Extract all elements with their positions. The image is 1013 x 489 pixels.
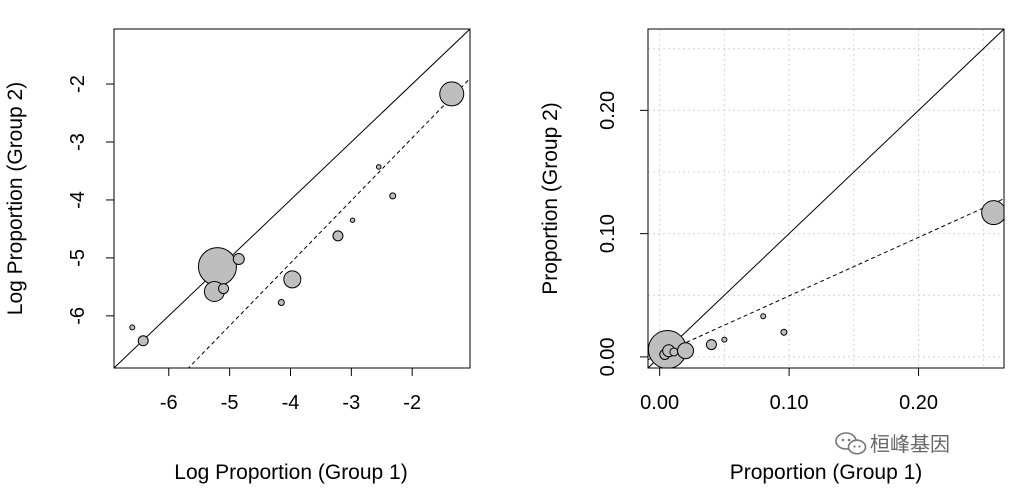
data-point — [375, 164, 382, 170]
data-point — [721, 336, 728, 343]
y-tick-label: -5 — [67, 249, 89, 267]
data-point — [760, 313, 767, 320]
y-tick-label: -6 — [67, 307, 89, 325]
data-point — [981, 200, 1004, 226]
data-point — [232, 253, 245, 266]
points-layer — [648, 200, 1004, 368]
x-tick-label: 0.10 — [770, 392, 809, 414]
y-tick-label: 0.00 — [597, 337, 619, 376]
reference-lines — [648, 29, 1004, 368]
identity-line — [648, 29, 1004, 368]
x-tick-label: -4 — [282, 392, 300, 414]
points-layer — [129, 81, 465, 347]
x-tick-label: 0.20 — [899, 392, 938, 414]
data-point — [439, 81, 465, 107]
x-axis-label: Log Proportion (Group 1) — [174, 461, 407, 484]
x-tick-label: -3 — [342, 392, 360, 414]
data-point — [677, 342, 695, 360]
data-point — [197, 247, 237, 287]
y-tick-label: 0.10 — [597, 214, 619, 253]
data-point — [277, 299, 285, 307]
y-axis-label: Log Proportion (Group 2) — [4, 82, 27, 315]
plot-frame — [113, 28, 471, 369]
x-tick-label: -5 — [221, 392, 239, 414]
proportion-panel: 0.00 0.10 0.20 0.00 0.10 0.20 Proportion (Gro… — [539, 28, 1005, 484]
data-point — [283, 270, 302, 289]
y-tick-label: 0.20 — [597, 91, 619, 130]
data-point — [332, 230, 344, 242]
reference-lines — [114, 29, 470, 368]
y-tick-label: -4 — [67, 191, 89, 209]
grid-layer — [648, 29, 1004, 368]
x-tick-label: -6 — [160, 392, 178, 414]
data-point — [218, 283, 230, 295]
plot-frame — [647, 28, 1005, 369]
watermark-text: 桓峰基因 — [870, 432, 950, 456]
log-proportion-panel: -6 -5 -4 -3 -2 -6 -5 -4 -3 -2 Log Proportion (Gro… — [4, 28, 471, 484]
x-tick-label: -2 — [403, 392, 421, 414]
x-tick-label: 0.00 — [640, 392, 679, 414]
data-point — [780, 328, 788, 336]
identity-line — [114, 29, 470, 368]
y-tick-label: -3 — [67, 133, 89, 151]
axis-ticks: 0.00 0.10 0.20 0.00 0.10 0.20 — [597, 91, 938, 414]
data-point — [129, 324, 136, 331]
data-point — [137, 335, 149, 347]
data-point — [389, 192, 397, 200]
data-point — [349, 217, 356, 223]
wechat-icon — [835, 432, 867, 455]
x-axis-label: Proportion (Group 1) — [730, 461, 923, 484]
data-point — [705, 339, 717, 351]
watermark: 桓峰基因 — [835, 432, 950, 456]
y-tick-label: -2 — [67, 75, 89, 93]
fit-line — [187, 78, 470, 368]
axis-ticks: -6 -5 -4 -3 -2 -6 -5 -4 -3 -2 — [67, 75, 421, 414]
fit-line — [648, 198, 1004, 361]
y-axis-label: Proportion (Group 2) — [539, 102, 562, 295]
data-point — [669, 347, 679, 357]
